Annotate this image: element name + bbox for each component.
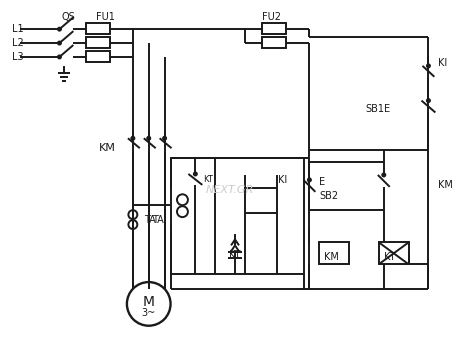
Bar	[245, 188, 277, 212]
Bar	[86, 51, 110, 62]
Circle shape	[58, 55, 61, 59]
Text: KM: KM	[438, 180, 453, 190]
Circle shape	[58, 28, 61, 31]
Circle shape	[147, 136, 151, 140]
Text: KM: KM	[324, 252, 339, 262]
Circle shape	[193, 172, 197, 176]
Text: KT: KT	[229, 250, 241, 260]
Text: TA: TA	[144, 215, 155, 225]
Text: TA: TA	[152, 215, 164, 225]
Bar	[86, 23, 110, 34]
Text: L3: L3	[12, 52, 24, 62]
Bar	[379, 242, 409, 264]
Circle shape	[427, 99, 430, 102]
Text: KM: KM	[99, 143, 116, 153]
Text: NEXT.GR: NEXT.GR	[206, 185, 254, 195]
Text: L2: L2	[12, 38, 24, 48]
Bar	[262, 23, 286, 34]
Text: QS: QS	[62, 12, 75, 22]
Circle shape	[163, 136, 166, 140]
Bar	[319, 242, 349, 264]
Circle shape	[131, 136, 135, 140]
Text: M: M	[143, 295, 155, 309]
Text: SB1E: SB1E	[365, 103, 391, 114]
Text: KT: KT	[203, 175, 213, 184]
Text: SB2: SB2	[319, 191, 338, 201]
Text: 3~: 3~	[142, 308, 156, 318]
Text: KI: KI	[278, 175, 287, 185]
Text: KI: KI	[438, 58, 447, 68]
Bar	[171, 158, 304, 274]
Circle shape	[128, 210, 137, 219]
Text: FU1: FU1	[96, 12, 115, 22]
Text: E: E	[319, 177, 326, 187]
Circle shape	[128, 220, 137, 229]
Text: KT: KT	[384, 252, 395, 262]
Circle shape	[177, 206, 188, 217]
Circle shape	[127, 282, 171, 326]
Circle shape	[308, 178, 311, 182]
Text: FU2: FU2	[262, 12, 281, 22]
Bar	[262, 37, 286, 48]
Circle shape	[427, 64, 430, 68]
Text: L1: L1	[12, 24, 24, 34]
Circle shape	[177, 194, 188, 205]
Bar	[86, 37, 110, 48]
Circle shape	[58, 41, 61, 45]
Circle shape	[382, 173, 385, 177]
